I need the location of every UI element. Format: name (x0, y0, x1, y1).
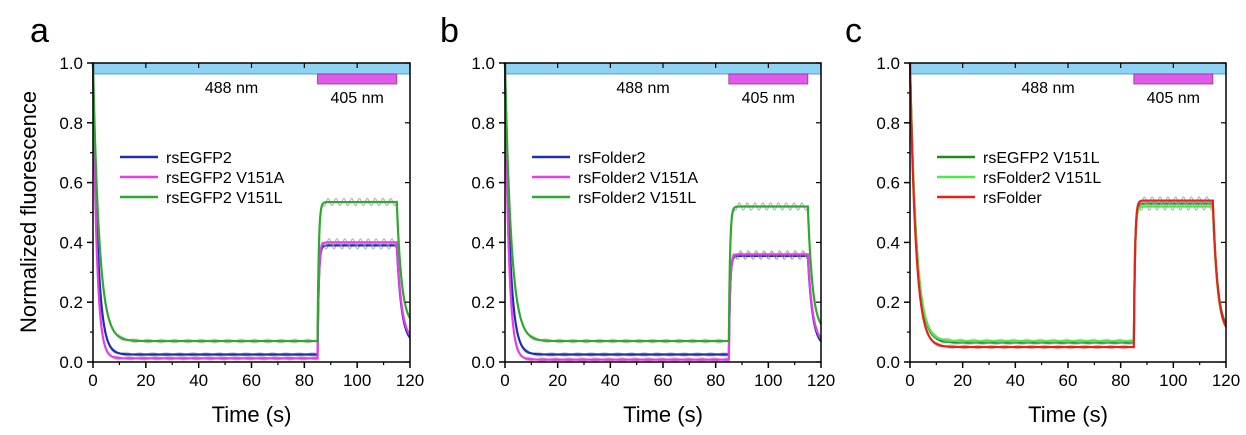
series-line-2 (505, 63, 821, 360)
x-tick-label: 120 (396, 371, 424, 390)
x-tick-label: 40 (189, 371, 208, 390)
legend-label-3: rsFolder2 V151L (578, 190, 696, 207)
y-tick-label: 1.0 (876, 54, 900, 73)
y-tick-label: 0.4 (876, 233, 900, 252)
illumination-label-405: 405 nm (742, 90, 795, 107)
y-tick-label: 0.6 (59, 174, 83, 193)
plot-frame (93, 63, 410, 362)
y-tick-label: 0.6 (876, 174, 900, 193)
x-tick-label: 60 (1059, 371, 1078, 390)
panel-b: b 488 nm 405 nm 0 20 40 60 80 100 120 0.0 0.2 0.4 0.6… (440, 12, 835, 427)
y-tick-label: 0.4 (59, 233, 83, 252)
illumination-bar-405 (318, 74, 397, 84)
x-tick-label: 0 (88, 371, 97, 390)
y-tick-label: 0.0 (471, 353, 495, 372)
x-tick-label: 60 (242, 371, 261, 390)
x-tick-label: 100 (1159, 371, 1187, 390)
y-tick-label: 0.8 (471, 114, 495, 133)
x-tick-label: 60 (654, 371, 673, 390)
series-line-2 (93, 63, 410, 358)
x-axis-title: Time (s) (212, 402, 292, 427)
y-tick-label: 1.0 (59, 54, 83, 73)
y-tick-label: 0.0 (59, 353, 83, 372)
illumination-label-488: 488 nm (1021, 80, 1074, 97)
legend-label-1: rsFolder2 (578, 150, 646, 167)
y-tick-label: 0.2 (471, 293, 495, 312)
legend-label-2: rsFolder2 V151A (578, 170, 698, 187)
x-tick-label: 0 (500, 371, 509, 390)
x-tick-label: 80 (295, 371, 314, 390)
y-tick-label: 0.2 (59, 293, 83, 312)
y-tick-label: 0.8 (59, 114, 83, 133)
x-tick-label: 20 (136, 371, 155, 390)
y-tick-label: 0.6 (471, 174, 495, 193)
x-tick-label: 40 (601, 371, 620, 390)
plot-frame (505, 63, 821, 362)
legend-label-1: rsEGFP2 (166, 150, 232, 167)
illumination-bar-405 (1134, 74, 1213, 84)
x-tick-label: 120 (807, 371, 835, 390)
y-axis-title: Normalized fluorescence (16, 91, 41, 333)
panel-letter-b: b (440, 12, 459, 50)
y-tick-label: 0.2 (876, 293, 900, 312)
illumination-label-488: 488 nm (616, 80, 669, 97)
x-tick-label: 100 (343, 371, 371, 390)
x-tick-label: 100 (754, 371, 782, 390)
x-axis-title: Time (s) (1028, 402, 1108, 427)
x-tick-label: 20 (953, 371, 972, 390)
x-tick-label: 80 (1111, 371, 1130, 390)
y-tick-label: 0.8 (876, 114, 900, 133)
panel-letter-c: c (845, 12, 862, 50)
legend-label-2: rsEGFP2 V151A (166, 170, 285, 187)
plot-frame (910, 63, 1226, 362)
y-tick-label: 0.4 (471, 233, 495, 252)
x-tick-label: 80 (706, 371, 725, 390)
panel-c: c 488 nm 405 nm 0 20 40 60 80 100 120 0.0 0.2 0.4 0.6… (845, 12, 1240, 427)
legend-label-3: rsEGFP2 V151L (166, 190, 283, 207)
illumination-label-488: 488 nm (205, 80, 258, 97)
x-tick-label: 0 (905, 371, 914, 390)
legend-label-3: rsFolder (983, 190, 1042, 207)
panel-letter-a: a (30, 12, 49, 50)
y-tick-label: 1.0 (471, 54, 495, 73)
illumination-bar-405 (729, 74, 808, 84)
x-tick-label: 40 (1006, 371, 1025, 390)
y-tick-label: 0.0 (876, 353, 900, 372)
x-tick-label: 120 (1212, 371, 1240, 390)
illumination-label-405: 405 nm (1147, 90, 1200, 107)
legend-label-2: rsFolder2 V151L (983, 170, 1101, 187)
x-axis-title: Time (s) (623, 402, 703, 427)
illumination-label-405: 405 nm (330, 90, 383, 107)
panel-a: a 488 nm 405 nm 0 20 40 60 80 100 120 0.0 0.2 0.4 0.6… (30, 12, 424, 427)
x-tick-label: 20 (548, 371, 567, 390)
legend-label-1: rsEGFP2 V151L (983, 150, 1100, 167)
